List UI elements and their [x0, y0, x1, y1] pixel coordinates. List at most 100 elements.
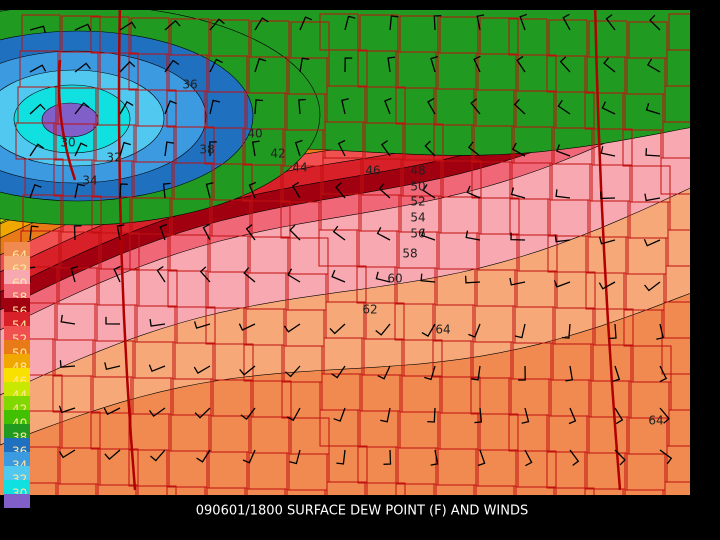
legend-swatch	[4, 438, 30, 452]
wind-barb	[556, 144, 571, 157]
wind-barb	[603, 57, 616, 73]
wind-barb	[555, 189, 571, 199]
wind-barb	[294, 139, 303, 157]
wind-barb	[283, 323, 301, 333]
legend-swatch	[4, 242, 30, 256]
river	[57, 59, 77, 181]
wind-barb	[477, 449, 486, 467]
wind-barb	[430, 55, 438, 73]
county	[97, 484, 137, 495]
wind-barb	[387, 56, 396, 73]
legend-swatch	[4, 368, 30, 382]
legend-swatch	[4, 354, 30, 368]
wind-barb	[58, 405, 76, 414]
county	[286, 489, 326, 495]
county	[57, 483, 97, 495]
wind-barb	[242, 449, 256, 464]
wind-barb	[336, 449, 346, 465]
legend-swatch	[4, 270, 30, 284]
wind-barb	[245, 224, 256, 241]
wind-barb	[427, 97, 436, 115]
wind-barb	[344, 15, 356, 31]
wind-barb	[286, 407, 301, 422]
wind-barb	[58, 449, 76, 459]
wind-barb	[383, 449, 392, 465]
county	[326, 481, 366, 495]
wind-barb	[378, 183, 391, 199]
river	[117, 10, 137, 491]
wind-barb	[164, 59, 180, 73]
contour-label: 38	[199, 143, 214, 157]
wind-barb	[561, 323, 571, 339]
wind-barb	[614, 449, 626, 466]
wind-barb	[74, 23, 92, 31]
wind-barb	[248, 181, 257, 199]
wind-barb	[514, 323, 526, 339]
contour-label: 60	[387, 272, 402, 286]
wind-barb	[70, 265, 79, 283]
wind-barb	[600, 146, 616, 157]
wind-barb	[119, 141, 131, 157]
contour-label: 34	[82, 174, 97, 188]
contour-label: 40	[247, 127, 262, 141]
wind-barb	[298, 98, 306, 115]
wind-barb	[427, 407, 436, 423]
wind-barb	[600, 191, 616, 200]
legend-swatch	[4, 340, 30, 354]
wind-barb	[148, 364, 166, 373]
wind-barb	[513, 98, 526, 115]
wind-barb	[476, 14, 485, 31]
legend-swatch	[4, 494, 30, 508]
wind-barb	[376, 227, 391, 241]
wind-barb	[29, 143, 44, 157]
wind-barb	[337, 139, 346, 157]
contour-label: 48	[410, 164, 425, 178]
county-lines	[14, 10, 690, 495]
wind-barb	[29, 64, 47, 73]
wind-barb	[299, 16, 313, 31]
wind-barb	[644, 193, 661, 202]
wind-barb	[470, 98, 481, 115]
wind-barb	[74, 102, 90, 115]
county	[17, 482, 57, 495]
wind-barb	[104, 362, 121, 370]
county	[206, 487, 246, 495]
county	[475, 485, 515, 495]
legend-swatch	[4, 452, 30, 466]
band	[41, 102, 99, 138]
wind-barb	[74, 62, 91, 73]
wind-barb	[29, 225, 39, 241]
wind-barb	[196, 449, 211, 463]
wind-barb	[156, 265, 166, 283]
legend-swatch	[4, 396, 30, 410]
wind-barb	[380, 407, 391, 423]
wind-barb	[341, 98, 349, 115]
wind-barb	[518, 365, 526, 381]
wind-barb	[377, 365, 391, 380]
county	[435, 484, 475, 495]
wind-barb	[659, 407, 670, 424]
wind-barb	[568, 407, 577, 425]
contour-label: 50	[410, 180, 425, 194]
wind-barb	[150, 449, 166, 462]
county	[584, 488, 624, 495]
wind-barb	[384, 97, 392, 115]
contour-label: 56	[410, 227, 425, 241]
wind-barb	[608, 323, 617, 340]
wind-barb	[116, 224, 125, 241]
wind-barb	[254, 99, 264, 115]
legend-swatch	[4, 382, 30, 396]
wind-barb	[29, 103, 46, 115]
wind-barb	[645, 103, 661, 115]
wind-barb	[254, 17, 269, 31]
wind-barb	[557, 99, 571, 115]
wind-barb	[659, 365, 668, 383]
county	[366, 482, 406, 495]
wind-barbs	[13, 13, 673, 467]
wind-barb	[194, 407, 211, 419]
wind-barb	[164, 100, 177, 115]
contour-label: 32	[106, 151, 121, 165]
wind-barb	[562, 13, 571, 31]
wind-barb	[605, 14, 616, 31]
